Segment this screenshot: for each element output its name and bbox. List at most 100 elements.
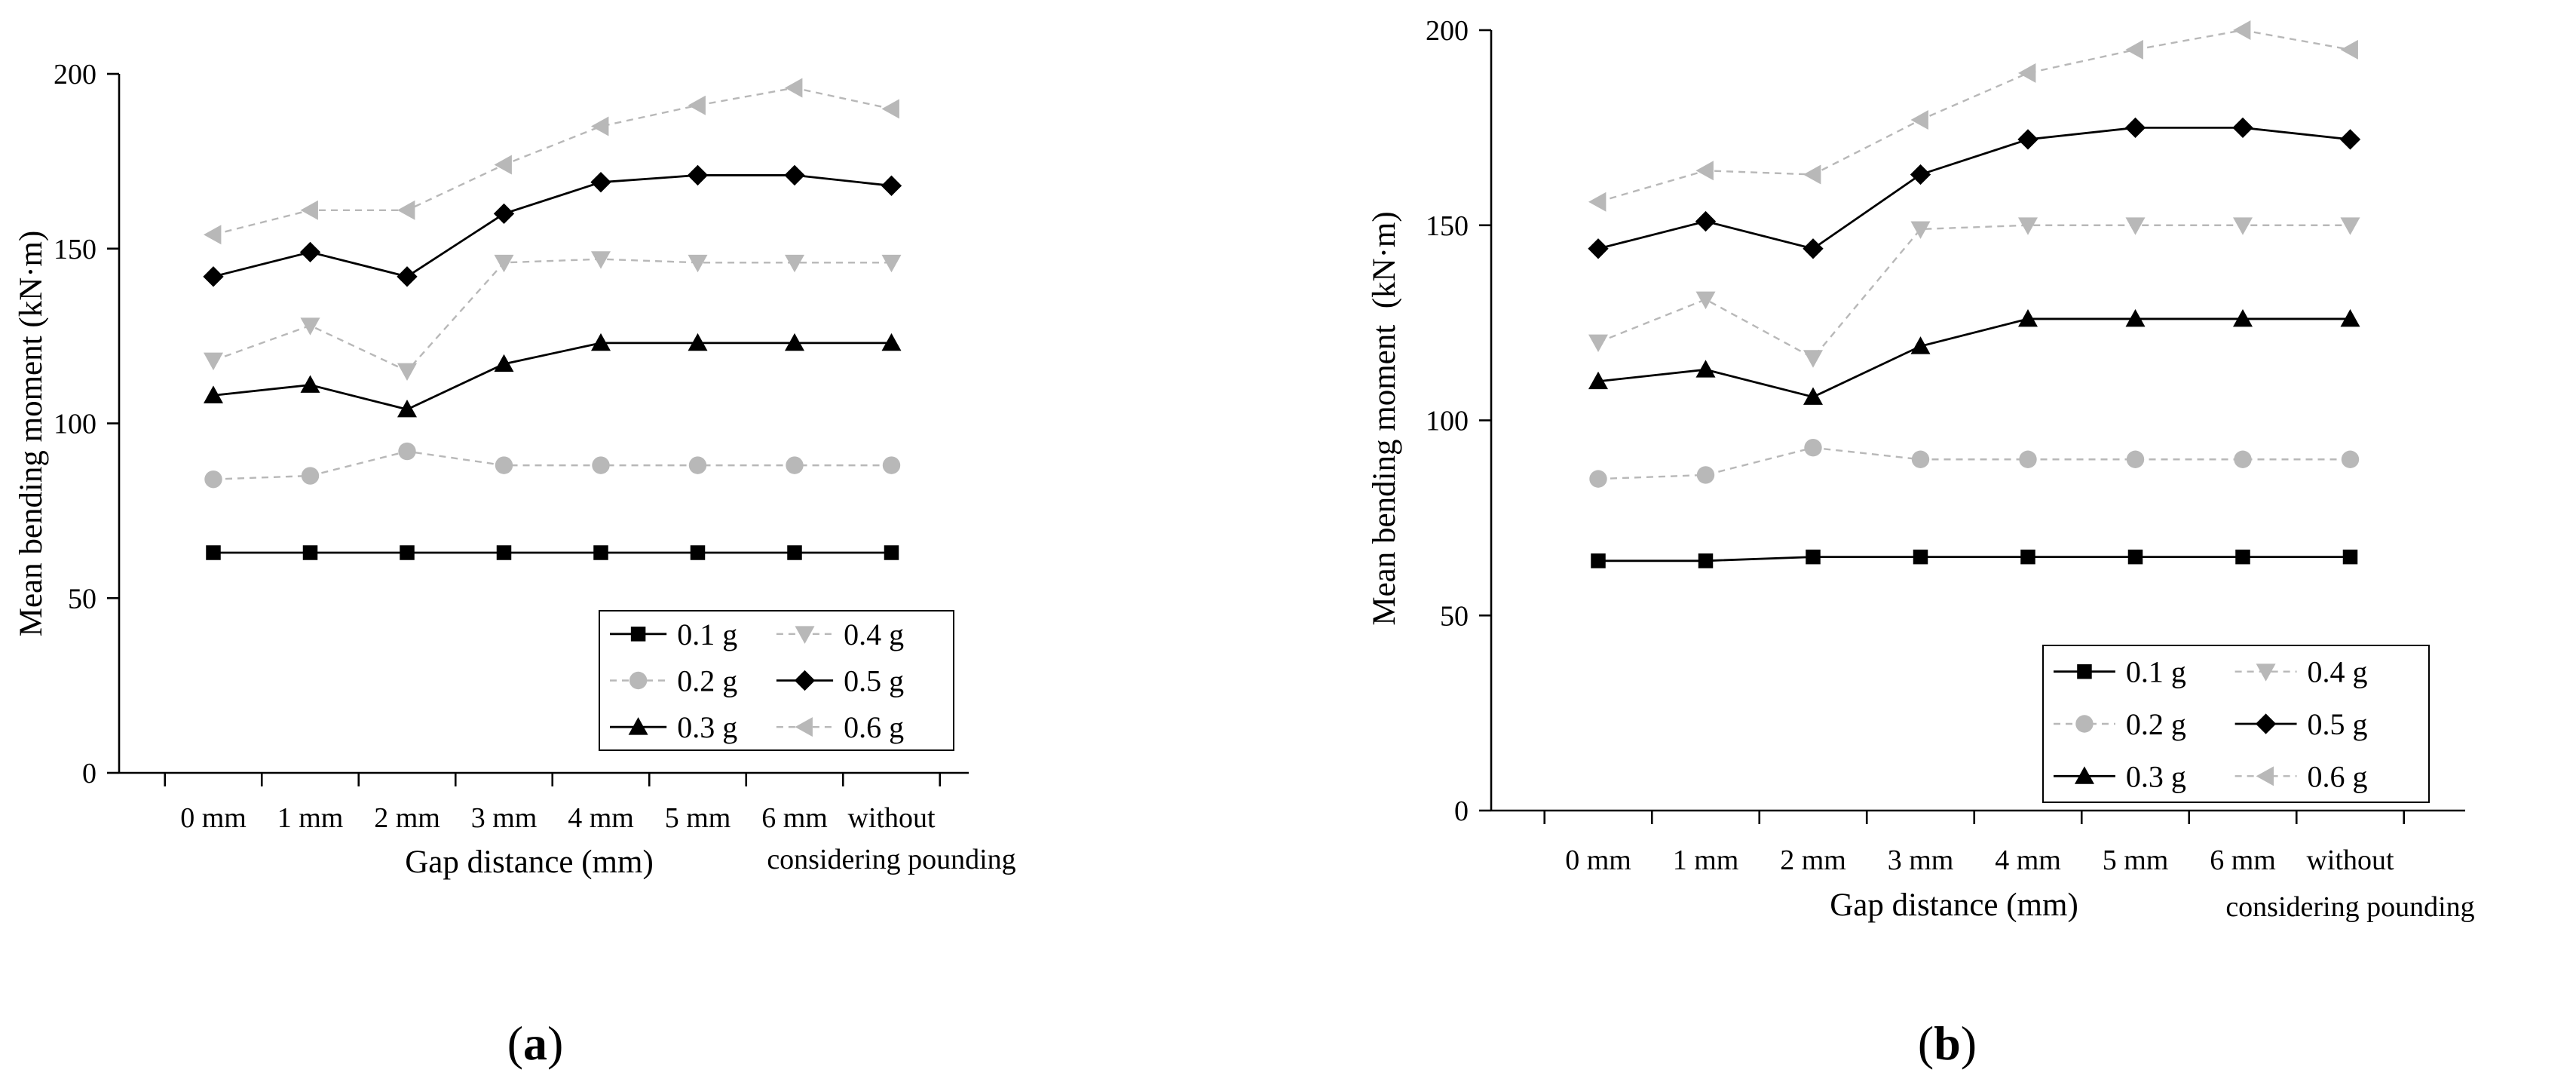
- data-point: [2340, 308, 2360, 327]
- data-point: [591, 333, 611, 351]
- y-axis-title: Mean bending moment (kN·m): [1367, 211, 1402, 625]
- data-point: [690, 545, 706, 560]
- panel-label-a: (a): [507, 1016, 564, 1070]
- data-point: [2125, 217, 2146, 235]
- legend-label: 0.5 g: [844, 664, 904, 698]
- y-tick-label: 50: [68, 583, 96, 615]
- data-point: [784, 164, 805, 186]
- data-point: [2233, 20, 2251, 40]
- legend-marker: [2074, 766, 2094, 784]
- series-line-0.6g: [1597, 29, 2351, 203]
- data-point: [881, 254, 902, 273]
- y-tick-label: 0: [82, 758, 96, 789]
- panel-label-paren-close: ): [1961, 1016, 1977, 1070]
- series-line-0.2g: [1597, 446, 2351, 480]
- data-point: [591, 116, 609, 136]
- data-point: [2125, 39, 2143, 60]
- data-point: [2340, 39, 2358, 60]
- data-point: [2235, 549, 2250, 565]
- data-point: [1804, 439, 1822, 457]
- data-point: [2019, 450, 2037, 468]
- data-point: [2341, 450, 2360, 468]
- data-point: [881, 333, 902, 351]
- data-point: [1910, 221, 1931, 239]
- y-tick-label: 100: [54, 409, 96, 440]
- y-tick-label: 200: [1426, 15, 1469, 47]
- data-point: [301, 467, 320, 485]
- data-point: [1695, 291, 1716, 310]
- legend-label: 0.5 g: [2308, 707, 2368, 741]
- data-point: [398, 442, 416, 461]
- data-point: [2233, 308, 2253, 327]
- data-point: [881, 175, 902, 196]
- chart-panel-a: 0 50 100 150 200 0 mm 1 mm 2 mm 3 mm 4 mm 5 mm 6 mm…: [14, 59, 1016, 1070]
- data-point: [300, 200, 318, 220]
- legend-label: 0.4 g: [844, 618, 904, 651]
- data-point: [2339, 129, 2361, 150]
- legend-marker: [2077, 664, 2092, 679]
- series-line-0.3g: [1597, 317, 2351, 398]
- data-point: [203, 266, 224, 287]
- data-point: [1913, 549, 1928, 565]
- data-point: [397, 266, 418, 287]
- data-point: [1910, 164, 1931, 185]
- panel-label-letter: b: [1934, 1016, 1961, 1070]
- x-tick-label: 0 mm: [180, 802, 247, 834]
- data-point: [495, 456, 513, 474]
- x-axis-title: Gap distance (mm): [1830, 887, 2078, 923]
- x-tick-label: 3 mm: [471, 802, 538, 834]
- x-tick-label: 6 mm: [761, 802, 828, 834]
- y-tick-label: 50: [1440, 600, 1469, 632]
- data-point: [787, 545, 802, 560]
- data-point: [302, 545, 318, 560]
- data-point: [1806, 549, 1821, 565]
- y-axis-title: Mean bending moment (kN·m): [14, 231, 49, 637]
- data-point: [496, 545, 512, 560]
- data-point: [2018, 217, 2038, 235]
- x-tick-label: 5 mm: [665, 802, 731, 834]
- data-point: [204, 385, 223, 403]
- data-point: [300, 317, 320, 336]
- legend: 0.1 g 0.4 g 0.2 g 0.5 g 0.3 g 0.6 g: [599, 610, 954, 751]
- data-point: [2018, 63, 2036, 83]
- panel-label-b: (b): [1918, 1016, 1977, 1070]
- legend-marker: [2256, 664, 2276, 682]
- x-tick-label: 1 mm: [1673, 844, 1739, 876]
- legend-label: 0.2 g: [677, 664, 737, 698]
- x-tick-label: 4 mm: [1995, 844, 2061, 876]
- x-axis-title: Gap distance (mm): [405, 844, 654, 880]
- data-point: [494, 354, 514, 372]
- panel-label-paren-open: (: [1918, 1016, 1934, 1070]
- data-point: [1696, 466, 1715, 484]
- legend-label: 0.6 g: [2308, 759, 2368, 793]
- data-point: [882, 456, 901, 474]
- data-point: [884, 545, 899, 560]
- x-tick-label: 6 mm: [2210, 844, 2276, 876]
- data-point: [687, 164, 709, 186]
- data-point: [590, 172, 611, 193]
- data-point: [785, 254, 804, 273]
- data-point: [397, 363, 417, 381]
- data-point: [2018, 308, 2038, 327]
- legend-marker: [630, 627, 646, 642]
- data-point: [591, 251, 611, 269]
- data-point: [593, 545, 608, 560]
- data-point: [1695, 161, 1714, 181]
- data-point: [1910, 110, 1928, 130]
- data-point: [785, 78, 803, 98]
- y-tick-label: 150: [1426, 210, 1469, 242]
- data-point: [592, 456, 610, 474]
- x-tick-label: 5 mm: [2103, 844, 2169, 876]
- data-point: [204, 352, 223, 371]
- data-point: [2340, 217, 2360, 235]
- series-line-0.2g: [213, 450, 892, 480]
- data-point: [2233, 217, 2253, 235]
- data-point: [1803, 164, 1821, 185]
- data-point: [688, 456, 707, 474]
- data-point: [881, 99, 899, 119]
- y-tick-label: 150: [54, 234, 96, 265]
- x-tick-label: 0 mm: [1565, 844, 1631, 876]
- data-point: [785, 333, 804, 351]
- series-line-0.3g: [213, 342, 892, 411]
- series-line-0.1g: [1598, 556, 2351, 562]
